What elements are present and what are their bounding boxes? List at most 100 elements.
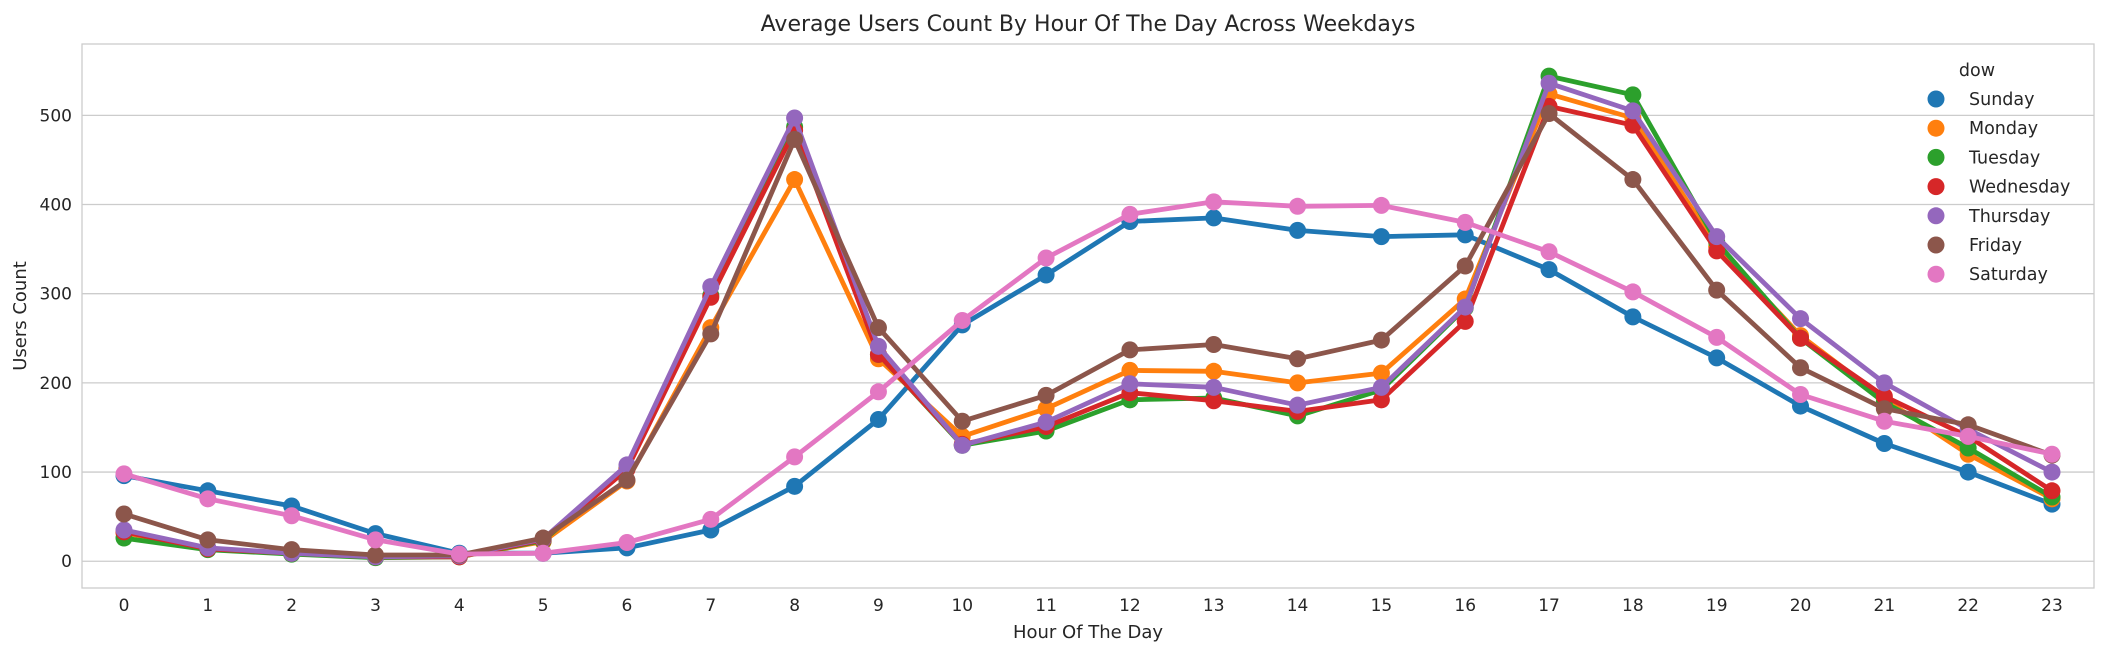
- data-point-saturday: [1624, 283, 1642, 301]
- data-point-saturday: [618, 534, 636, 552]
- data-point-saturday: [366, 531, 384, 549]
- data-point-saturday: [1708, 328, 1726, 346]
- x-tick-label: 5: [538, 596, 549, 616]
- x-tick-label: 8: [789, 596, 800, 616]
- data-point-friday: [1372, 331, 1390, 349]
- data-point-saturday: [953, 311, 971, 329]
- data-point-saturday: [199, 490, 217, 508]
- x-tick-label: 1: [202, 596, 213, 616]
- x-axis-label: Hour Of The Day: [1013, 622, 1163, 643]
- data-point-saturday: [1875, 412, 1893, 430]
- data-point-monday: [1289, 374, 1307, 392]
- data-point-tuesday: [1624, 86, 1642, 104]
- x-tick-label: 18: [1622, 596, 1644, 616]
- plot-area: [81, 43, 2095, 589]
- data-point-thursday: [786, 109, 804, 127]
- legend-label-tuesday: Tuesday: [1968, 148, 2040, 168]
- x-tick-label: 20: [1790, 596, 1812, 616]
- data-point-friday: [366, 546, 384, 564]
- data-point-thursday: [1708, 228, 1726, 246]
- data-point-saturday: [1205, 193, 1223, 211]
- data-point-saturday: [869, 383, 887, 401]
- legend-label-friday: Friday: [1969, 236, 2022, 256]
- data-point-monday: [1121, 361, 1139, 379]
- x-tick-label: 22: [1957, 596, 1979, 616]
- x-tick-label: 15: [1371, 596, 1393, 616]
- x-tick-label: 2: [286, 596, 297, 616]
- legend-label-sunday: Sunday: [1969, 90, 2034, 110]
- data-point-saturday: [1540, 243, 1558, 261]
- data-point-monday: [1205, 362, 1223, 380]
- y-tick-label: 100: [40, 463, 72, 483]
- data-point-thursday: [1372, 378, 1390, 396]
- x-tick-label: 6: [622, 596, 633, 616]
- data-point-thursday: [1121, 375, 1139, 393]
- data-point-sunday: [1456, 226, 1474, 244]
- x-axis-ticks: 0 1 2 3 4 5 6 7 8 9 10 11 12 13 14 15 16 17 18 19 20 21 22 23: [119, 596, 2063, 616]
- legend-marker-wednesday: [1927, 178, 1945, 196]
- data-point-friday: [618, 471, 636, 489]
- series-group: [115, 67, 2061, 567]
- data-point-thursday: [1289, 396, 1307, 414]
- data-point-wednesday: [1792, 329, 1810, 347]
- legend-title: dow: [1959, 61, 1995, 81]
- data-point-sunday: [1624, 308, 1642, 326]
- data-point-saturday: [786, 448, 804, 466]
- data-point-monday: [1037, 400, 1055, 418]
- x-tick-label: 12: [1119, 596, 1141, 616]
- x-tick-label: 11: [1035, 596, 1057, 616]
- data-point-saturday: [702, 510, 720, 528]
- legend-items: Sunday Monday Tuesday Wednesday Thursday Frid…: [1927, 90, 2070, 285]
- x-tick-label: 13: [1203, 596, 1225, 616]
- data-point-thursday: [869, 337, 887, 355]
- data-point-sunday: [1372, 228, 1390, 246]
- legend-label-thursday: Thursday: [1968, 207, 2050, 227]
- y-tick-label: 400: [40, 196, 72, 216]
- x-tick-label: 7: [705, 596, 716, 616]
- legend-marker-thursday: [1927, 207, 1945, 225]
- y-tick-label: 500: [40, 106, 72, 126]
- legend-label-monday: Monday: [1969, 119, 2038, 139]
- data-point-friday: [283, 541, 301, 559]
- series-saturday: [115, 193, 2061, 563]
- data-point-wednesday: [1372, 391, 1390, 409]
- data-point-sunday: [786, 477, 804, 495]
- data-point-thursday: [702, 278, 720, 296]
- data-point-thursday: [953, 436, 971, 454]
- data-point-sunday: [1289, 221, 1307, 239]
- data-point-friday: [869, 319, 887, 337]
- data-point-thursday: [115, 521, 133, 539]
- chart-title: Average Users Count By Hour Of The Day A…: [761, 12, 1416, 37]
- x-tick-label: 3: [370, 596, 381, 616]
- data-point-saturday: [115, 465, 133, 483]
- legend-marker-monday: [1927, 119, 1945, 137]
- data-point-saturday: [1121, 205, 1139, 223]
- x-tick-label: 10: [951, 596, 973, 616]
- data-point-monday: [786, 171, 804, 189]
- data-point-friday: [199, 531, 217, 549]
- data-point-sunday: [1959, 463, 1977, 481]
- x-tick-label: 9: [873, 596, 884, 616]
- data-point-thursday: [2043, 463, 2061, 481]
- data-point-saturday: [2043, 445, 2061, 463]
- data-point-saturday: [534, 544, 552, 562]
- y-axis-ticks: 0 100 200 300 400 500: [40, 106, 72, 572]
- data-point-thursday: [1540, 74, 1558, 92]
- data-point-thursday: [1456, 298, 1474, 316]
- data-point-sunday: [1205, 209, 1223, 227]
- series-line-friday: [121, 111, 2055, 558]
- data-point-saturday: [1037, 249, 1055, 267]
- data-point-saturday: [450, 545, 468, 563]
- data-point-friday: [534, 529, 552, 547]
- data-point-wednesday: [2043, 482, 2061, 500]
- x-tick-label: 14: [1287, 596, 1309, 616]
- data-point-thursday: [1624, 102, 1642, 120]
- data-point-saturday: [1456, 213, 1474, 231]
- data-point-friday: [1875, 400, 1893, 418]
- data-point-friday: [1205, 336, 1223, 354]
- legend-marker-friday: [1927, 236, 1945, 254]
- series-friday: [115, 105, 2061, 564]
- x-tick-label: 19: [1706, 596, 1728, 616]
